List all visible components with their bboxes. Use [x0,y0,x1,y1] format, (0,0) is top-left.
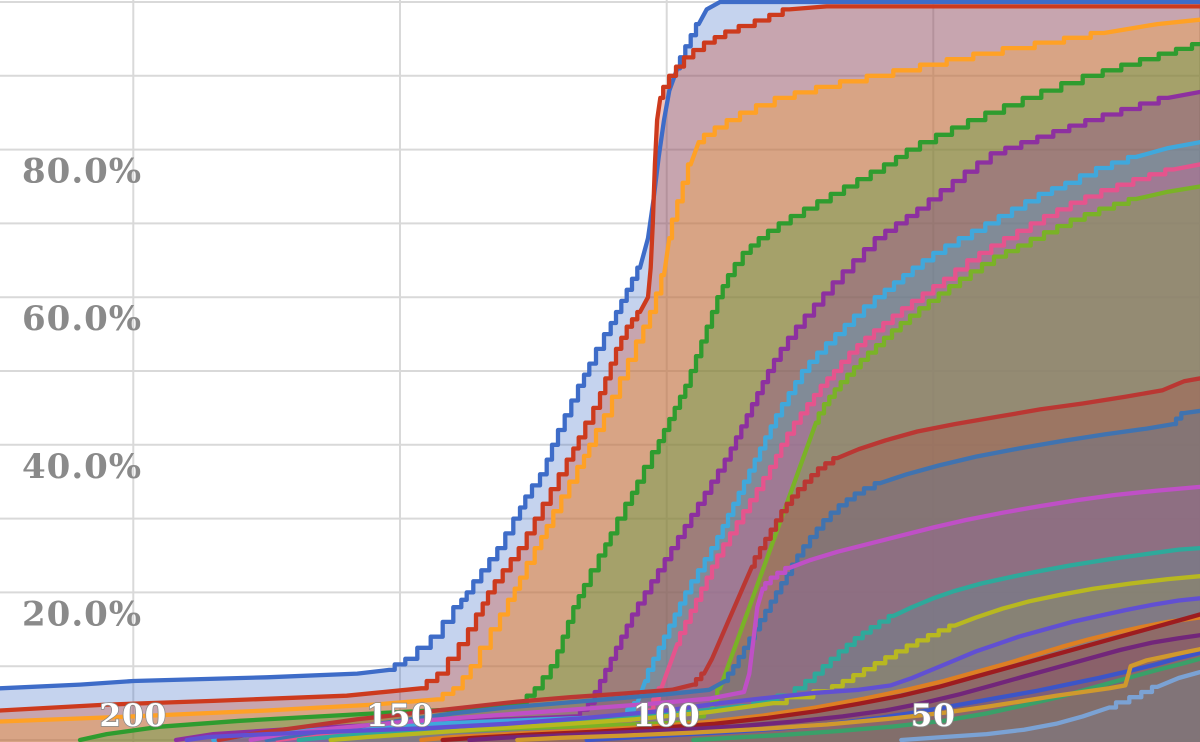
series-line-series-teal [296,545,1200,742]
series-fill-series-red [0,6,1200,742]
series-line-series-brick-red [216,376,1200,742]
series-fill-series-pink [277,164,1200,742]
series-fill-series-orange [0,19,1200,742]
series-fill-series-chartreuse [330,186,1200,742]
series-line-series-orange [0,17,1200,724]
series-line-series-sea-green [691,656,1200,742]
y-tick-label: 80.0% [22,152,142,192]
series-fill-series-green [80,44,1200,742]
y-tick-label: 60.0% [22,299,142,339]
y-tick-label: 20.0% [22,594,142,634]
series-fill-series-dark-purple [469,635,1200,742]
y-tick-label: 40.0% [22,447,142,487]
y-axis-labels: 20.0% 40.0% 60.0% 80.0% [22,152,142,635]
series-fill-series-teal [298,548,1200,742]
series-line-series-light-steel [899,669,1200,742]
series-line-series-dark-purple [467,633,1200,742]
series-fill-series-light-steel [901,672,1200,742]
series-fill-series-amber [517,649,1200,742]
series-fill-series-brick-red [218,378,1200,742]
series-line-series-red [0,4,1200,713]
x-tick-label: 50 [911,698,956,734]
x-tick-label: 200 [99,698,167,734]
series-fill-series-royal-blue [586,652,1200,742]
series-line-series-chartreuse [328,184,1200,742]
series-line-series-dark-yellow [328,574,1200,742]
series-line-series-violet [184,596,1200,742]
series-line-series-pink [275,162,1200,742]
series-line-series-green [77,41,1200,742]
x-axis-labels: 200 150 100 50 [99,697,956,735]
x-tick-label: 100 [633,698,701,734]
series-line-series-orchid [248,484,1200,742]
series-fill-series-steel-blue [266,410,1200,742]
series-line-series-cyan [211,140,1200,742]
series-line-series-blue [0,0,1200,691]
series-line-series-purple [173,89,1200,742]
series-line-series-amber [515,647,1200,742]
x-tick-label: 150 [366,698,434,734]
